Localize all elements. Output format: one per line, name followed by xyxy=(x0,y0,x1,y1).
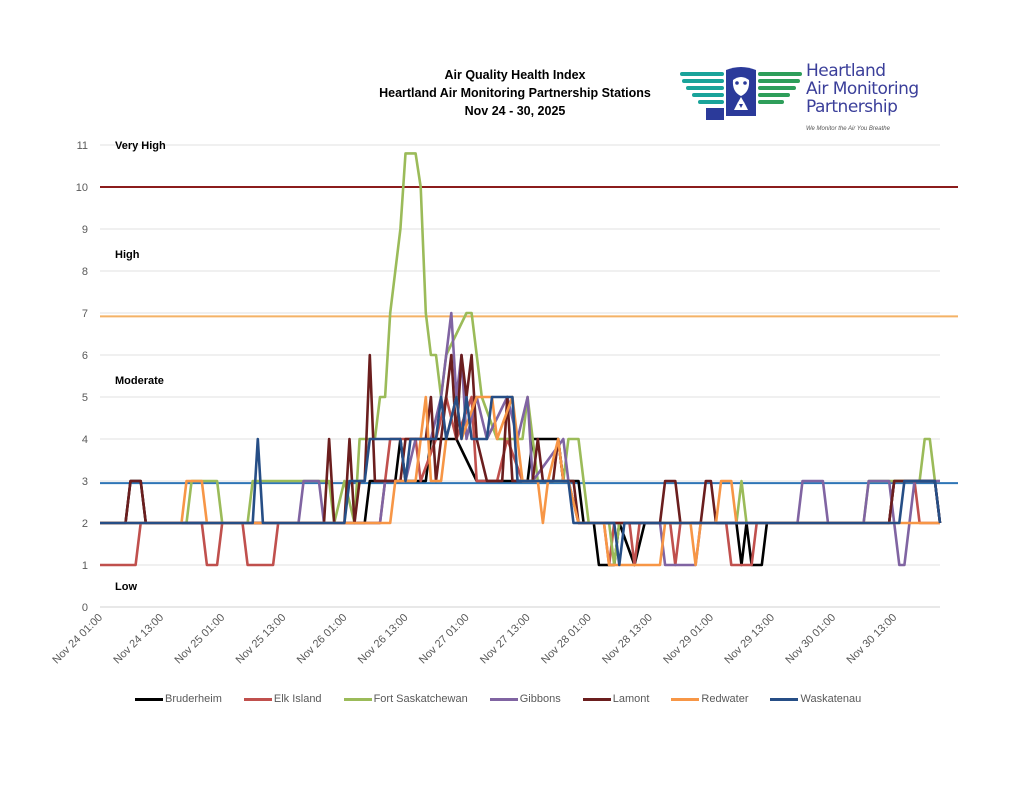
risk-label: Very High xyxy=(115,140,166,152)
legend-swatch xyxy=(671,697,700,701)
threshold-lines xyxy=(100,186,958,485)
x-tick-label: Nov 29 01:00 xyxy=(661,612,716,667)
legend-item: Waskatenau xyxy=(770,693,861,705)
risk-label: Moderate xyxy=(115,375,164,387)
y-tick-label: 4 xyxy=(82,434,88,446)
y-axis-ticks: 0 1 2 3 4 5 6 7 8 9 10 11 xyxy=(76,140,88,614)
y-tick-label: 10 xyxy=(76,182,88,194)
y-tick-label: 6 xyxy=(82,350,88,362)
series-line-waskatenau xyxy=(100,395,942,567)
legend-label: Lamont xyxy=(612,693,650,705)
legend-item: Fort Saskatchewan xyxy=(343,693,468,705)
legend-label: Gibbons xyxy=(519,693,561,705)
legend-label: Waskatenau xyxy=(800,693,862,705)
hamp-logo: Heartland Air Monitoring Partnership We … xyxy=(678,62,938,140)
x-tick-label: Nov 28 01:00 xyxy=(539,612,594,667)
legend: Bruderheim Elk Island Fort Saskatchewan Gib… xyxy=(135,693,861,705)
series-line-fort-saskatchewan xyxy=(100,152,940,567)
x-tick-label: Nov 27 01:00 xyxy=(417,612,472,667)
x-tick-label: Nov 29 13:00 xyxy=(722,612,777,667)
x-tick-label: Nov 27 13:00 xyxy=(478,612,533,667)
x-tick-label: Nov 30 13:00 xyxy=(845,612,900,667)
y-tick-label: 3 xyxy=(82,476,88,488)
legend-item: Redwater xyxy=(671,693,748,705)
legend-swatch xyxy=(582,697,611,701)
gridlines xyxy=(100,144,940,608)
legend-item: Bruderheim xyxy=(135,693,222,705)
legend-label: Bruderheim xyxy=(165,693,222,705)
y-tick-label: 8 xyxy=(82,266,88,278)
chart-title-line-3: Nov 24 - 30, 2025 xyxy=(464,104,566,118)
risk-label: High xyxy=(115,249,140,261)
x-tick-label: Nov 30 01:00 xyxy=(783,612,838,667)
x-axis-ticks: Nov 24 01:00 Nov 24 13:00 Nov 25 01:00 Nov … xyxy=(50,612,899,667)
legend-swatch xyxy=(243,697,272,701)
legend-swatch xyxy=(770,697,799,701)
y-tick-label: 5 xyxy=(82,392,88,404)
x-tick-label: Nov 25 13:00 xyxy=(234,612,289,667)
legend-item: Elk Island xyxy=(243,693,322,705)
chart-title-line-2: Heartland Air Monitoring Partnership Sta… xyxy=(379,86,651,100)
risk-labels: Very High High Moderate Low xyxy=(115,140,166,593)
x-tick-label: Nov 24 01:00 xyxy=(50,612,105,667)
legend-label: Fort Saskatchewan xyxy=(373,693,468,705)
legend-item: Lamont xyxy=(582,693,650,705)
owl-logo-icon xyxy=(680,67,802,120)
y-tick-label: 9 xyxy=(82,224,88,236)
legend-swatch xyxy=(135,697,163,701)
legend-label: Redwater xyxy=(701,693,749,705)
logo-line-2: Air Monitoring xyxy=(806,79,919,99)
legend-item: Gibbons xyxy=(489,693,561,705)
legend-swatch xyxy=(489,697,518,701)
x-tick-label: Nov 24 13:00 xyxy=(111,612,166,667)
x-tick-label: Nov 25 01:00 xyxy=(173,612,228,667)
chart-title: Air Quality Health Index Heartland Air M… xyxy=(340,66,690,120)
x-tick-label: Nov 26 01:00 xyxy=(295,612,350,667)
logo-line-3: Partnership xyxy=(806,97,898,117)
logo-line-1: Heartland xyxy=(806,61,886,81)
y-tick-label: 11 xyxy=(77,140,88,152)
legend-label: Elk Island xyxy=(273,693,322,705)
y-tick-label: 7 xyxy=(82,308,88,320)
series-lines xyxy=(100,152,942,567)
risk-label: Low xyxy=(115,581,137,593)
y-tick-label: 2 xyxy=(82,518,88,530)
chart-title-line-1: Air Quality Health Index xyxy=(444,68,586,82)
logo-wordmark: Heartland Air Monitoring Partnership xyxy=(806,62,919,116)
y-tick-label: 0 xyxy=(82,602,88,614)
legend-swatch xyxy=(343,697,372,701)
x-tick-label: Nov 26 13:00 xyxy=(356,612,411,667)
x-tick-label: Nov 28 13:00 xyxy=(600,612,655,667)
logo-tagline: We Monitor the Air You Breathe xyxy=(806,126,890,132)
y-tick-label: 1 xyxy=(82,560,88,572)
